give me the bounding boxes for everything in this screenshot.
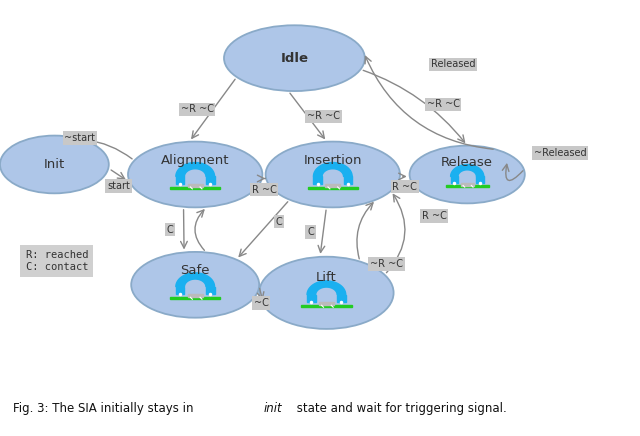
Polygon shape xyxy=(176,177,184,184)
Polygon shape xyxy=(476,177,484,183)
Text: R ~C: R ~C xyxy=(252,185,276,195)
Text: start: start xyxy=(107,181,130,191)
Polygon shape xyxy=(188,294,203,297)
Polygon shape xyxy=(176,273,214,287)
Polygon shape xyxy=(307,295,316,302)
Ellipse shape xyxy=(128,142,262,208)
Polygon shape xyxy=(314,177,322,184)
Polygon shape xyxy=(308,187,358,188)
Polygon shape xyxy=(325,184,340,187)
Text: R ~C: R ~C xyxy=(392,181,417,191)
Polygon shape xyxy=(337,295,346,302)
Text: R: reached
C: contact: R: reached C: contact xyxy=(26,250,88,272)
Polygon shape xyxy=(445,185,489,187)
Text: Released: Released xyxy=(431,59,476,69)
Polygon shape xyxy=(319,302,334,306)
Ellipse shape xyxy=(410,146,525,203)
Text: ~C: ~C xyxy=(253,298,269,308)
Polygon shape xyxy=(176,287,184,294)
Polygon shape xyxy=(188,184,203,187)
Text: Init: Init xyxy=(44,158,65,171)
Ellipse shape xyxy=(224,25,365,91)
Text: Safe: Safe xyxy=(180,265,210,277)
Polygon shape xyxy=(344,177,352,184)
Text: Idle: Idle xyxy=(280,51,308,65)
Text: C: C xyxy=(166,225,173,235)
Polygon shape xyxy=(206,287,214,294)
Polygon shape xyxy=(170,297,220,299)
Polygon shape xyxy=(301,305,351,307)
Polygon shape xyxy=(206,177,214,184)
Ellipse shape xyxy=(259,257,394,329)
Text: Alignment: Alignment xyxy=(161,154,230,167)
Text: Insertion: Insertion xyxy=(303,154,362,167)
Text: ~R ~C: ~R ~C xyxy=(370,259,403,269)
Polygon shape xyxy=(461,183,474,186)
Text: R ~C: R ~C xyxy=(422,211,447,221)
Text: Release: Release xyxy=(441,156,493,169)
Text: C: C xyxy=(307,227,314,237)
Ellipse shape xyxy=(266,142,400,208)
Text: state and wait for triggering signal.: state and wait for triggering signal. xyxy=(293,402,507,415)
Ellipse shape xyxy=(0,136,109,193)
Text: ~Released: ~Released xyxy=(534,148,586,158)
Polygon shape xyxy=(170,187,220,188)
Ellipse shape xyxy=(131,252,259,318)
Text: init: init xyxy=(264,402,282,415)
Text: Fig. 3: The SIA initially stays in: Fig. 3: The SIA initially stays in xyxy=(13,402,197,415)
Text: ~start: ~start xyxy=(64,133,95,143)
Polygon shape xyxy=(314,163,352,177)
Text: ~R ~C: ~R ~C xyxy=(307,111,340,121)
Polygon shape xyxy=(451,164,484,177)
Text: ~R ~C: ~R ~C xyxy=(427,99,460,109)
Polygon shape xyxy=(451,177,458,183)
Text: Lift: Lift xyxy=(316,271,337,284)
Polygon shape xyxy=(307,281,346,295)
Text: ~R ~C: ~R ~C xyxy=(180,104,214,114)
Polygon shape xyxy=(176,163,214,177)
Text: C: C xyxy=(276,217,282,227)
